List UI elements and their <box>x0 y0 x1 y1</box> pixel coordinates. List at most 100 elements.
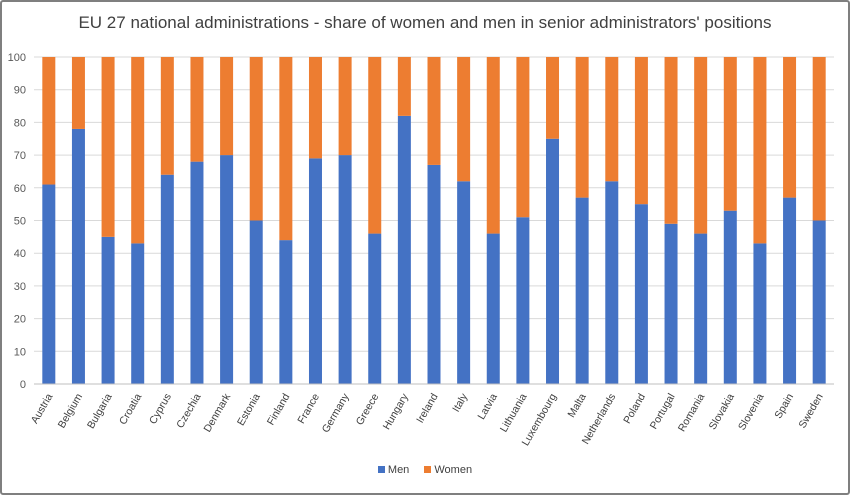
bar-women-spain <box>783 57 797 198</box>
x-tick-label: Austria <box>29 391 56 425</box>
bar-men-romania <box>694 233 708 384</box>
bar-men-netherlands <box>605 181 619 384</box>
y-tick-label: 100 <box>8 52 26 64</box>
y-tick-label: 30 <box>14 281 26 293</box>
bar-women-portugal <box>664 57 678 224</box>
x-tick-label: Bulgaria <box>85 391 115 431</box>
bar-women-cyprus <box>160 57 174 175</box>
chart-legend: Men Women <box>2 464 848 476</box>
bar-men-italy <box>457 181 471 384</box>
bar-women-germany <box>338 57 352 156</box>
x-tick-label: Czechia <box>174 391 203 430</box>
y-tick-label: 50 <box>14 216 26 228</box>
bar-women-greece <box>368 57 382 234</box>
bar-women-hungary <box>397 57 411 116</box>
bar-women-bulgaria <box>101 57 115 237</box>
y-tick-label: 70 <box>14 150 26 162</box>
legend-swatch-men <box>377 466 385 473</box>
bar-men-sweden <box>812 220 826 384</box>
bar-women-croatia <box>131 57 145 244</box>
bar-men-portugal <box>664 223 678 384</box>
bar-men-france <box>308 158 322 384</box>
bar-men-poland <box>634 204 648 384</box>
bar-men-hungary <box>397 115 411 385</box>
bar-men-slovakia <box>723 210 737 384</box>
bar-men-spain <box>783 197 797 384</box>
bar-women-france <box>308 57 322 159</box>
bar-women-romania <box>694 57 708 234</box>
x-tick-label: Portugal <box>648 392 678 432</box>
bar-women-slovakia <box>723 57 737 211</box>
x-tick-label: Romania <box>676 391 707 434</box>
y-tick-label: 60 <box>14 183 26 195</box>
bar-women-finland <box>279 57 293 241</box>
x-tick-label: Cyprus <box>147 392 174 427</box>
bar-women-lithuania <box>516 57 530 218</box>
bar-men-lithuania <box>516 217 530 384</box>
chart-title: EU 27 national administrations - share o… <box>78 13 772 32</box>
bar-men-greece <box>368 233 382 384</box>
legend-label-men: Men <box>387 464 410 476</box>
x-tick-label: Germany <box>320 391 352 435</box>
bar-women-austria <box>42 57 56 185</box>
x-tick-label: Malta <box>566 391 589 419</box>
x-tick-label: Greece <box>354 391 382 427</box>
bar-women-denmark <box>220 57 234 156</box>
legend-swatch-women <box>424 466 432 473</box>
bar-men-luxembourg <box>546 138 560 384</box>
legend-item-women: Women <box>424 464 472 476</box>
bar-men-czechia <box>190 161 204 384</box>
bar-women-ireland <box>427 57 441 165</box>
bar-men-austria <box>42 184 56 384</box>
bar-men-cyprus <box>160 174 174 384</box>
bar-women-latvia <box>486 57 500 234</box>
y-tick-label: 20 <box>14 314 26 326</box>
x-tick-label: Slovenia <box>736 391 767 432</box>
x-tick-label: Italy <box>450 391 470 414</box>
legend-label-women: Women <box>434 464 473 476</box>
x-tick-label: Estonia <box>235 391 263 427</box>
bar-women-poland <box>634 57 648 205</box>
x-tick-label: France <box>295 391 322 425</box>
bar-men-ireland <box>427 164 441 384</box>
bar-women-netherlands <box>605 57 619 182</box>
x-tick-label: Hungary <box>381 391 412 432</box>
bar-women-sweden <box>812 57 826 221</box>
bar-men-latvia <box>486 233 500 384</box>
legend-item-men: Men <box>377 464 410 476</box>
bar-men-slovenia <box>753 243 767 384</box>
bar-men-bulgaria <box>101 236 115 384</box>
y-tick-label: 0 <box>20 379 26 391</box>
x-tick-label: Slovakia <box>707 391 737 432</box>
bar-women-malta <box>575 57 589 198</box>
bar-women-italy <box>457 57 471 182</box>
x-tick-label: Spain <box>772 391 796 420</box>
bar-women-estonia <box>249 57 263 221</box>
x-tick-label: Sweden <box>796 391 825 430</box>
x-tick-label: Belgium <box>56 391 85 430</box>
x-tick-label: Croatia <box>117 391 144 426</box>
y-tick-label: 90 <box>14 85 26 97</box>
x-tick-label: Ireland <box>414 391 441 425</box>
x-tick-label: Poland <box>621 391 648 425</box>
x-tick-label: Finland <box>265 391 293 427</box>
bar-men-malta <box>575 197 589 384</box>
bar-men-denmark <box>220 155 234 384</box>
x-tick-label: Denmark <box>201 391 233 435</box>
bar-women-belgium <box>71 57 85 129</box>
x-tick-label: Latvia <box>475 391 499 421</box>
bar-men-estonia <box>249 220 263 384</box>
y-tick-label: 10 <box>14 346 26 358</box>
x-tick-label: Lithuania <box>498 391 530 434</box>
bar-men-finland <box>279 240 293 384</box>
y-tick-label: 40 <box>14 248 26 260</box>
bar-women-slovenia <box>753 57 767 244</box>
bar-men-croatia <box>131 243 145 384</box>
bar-women-czechia <box>190 57 204 162</box>
y-tick-label: 80 <box>14 117 26 129</box>
bar-men-belgium <box>71 128 85 384</box>
bar-women-luxembourg <box>546 57 560 139</box>
bar-men-germany <box>338 155 352 384</box>
